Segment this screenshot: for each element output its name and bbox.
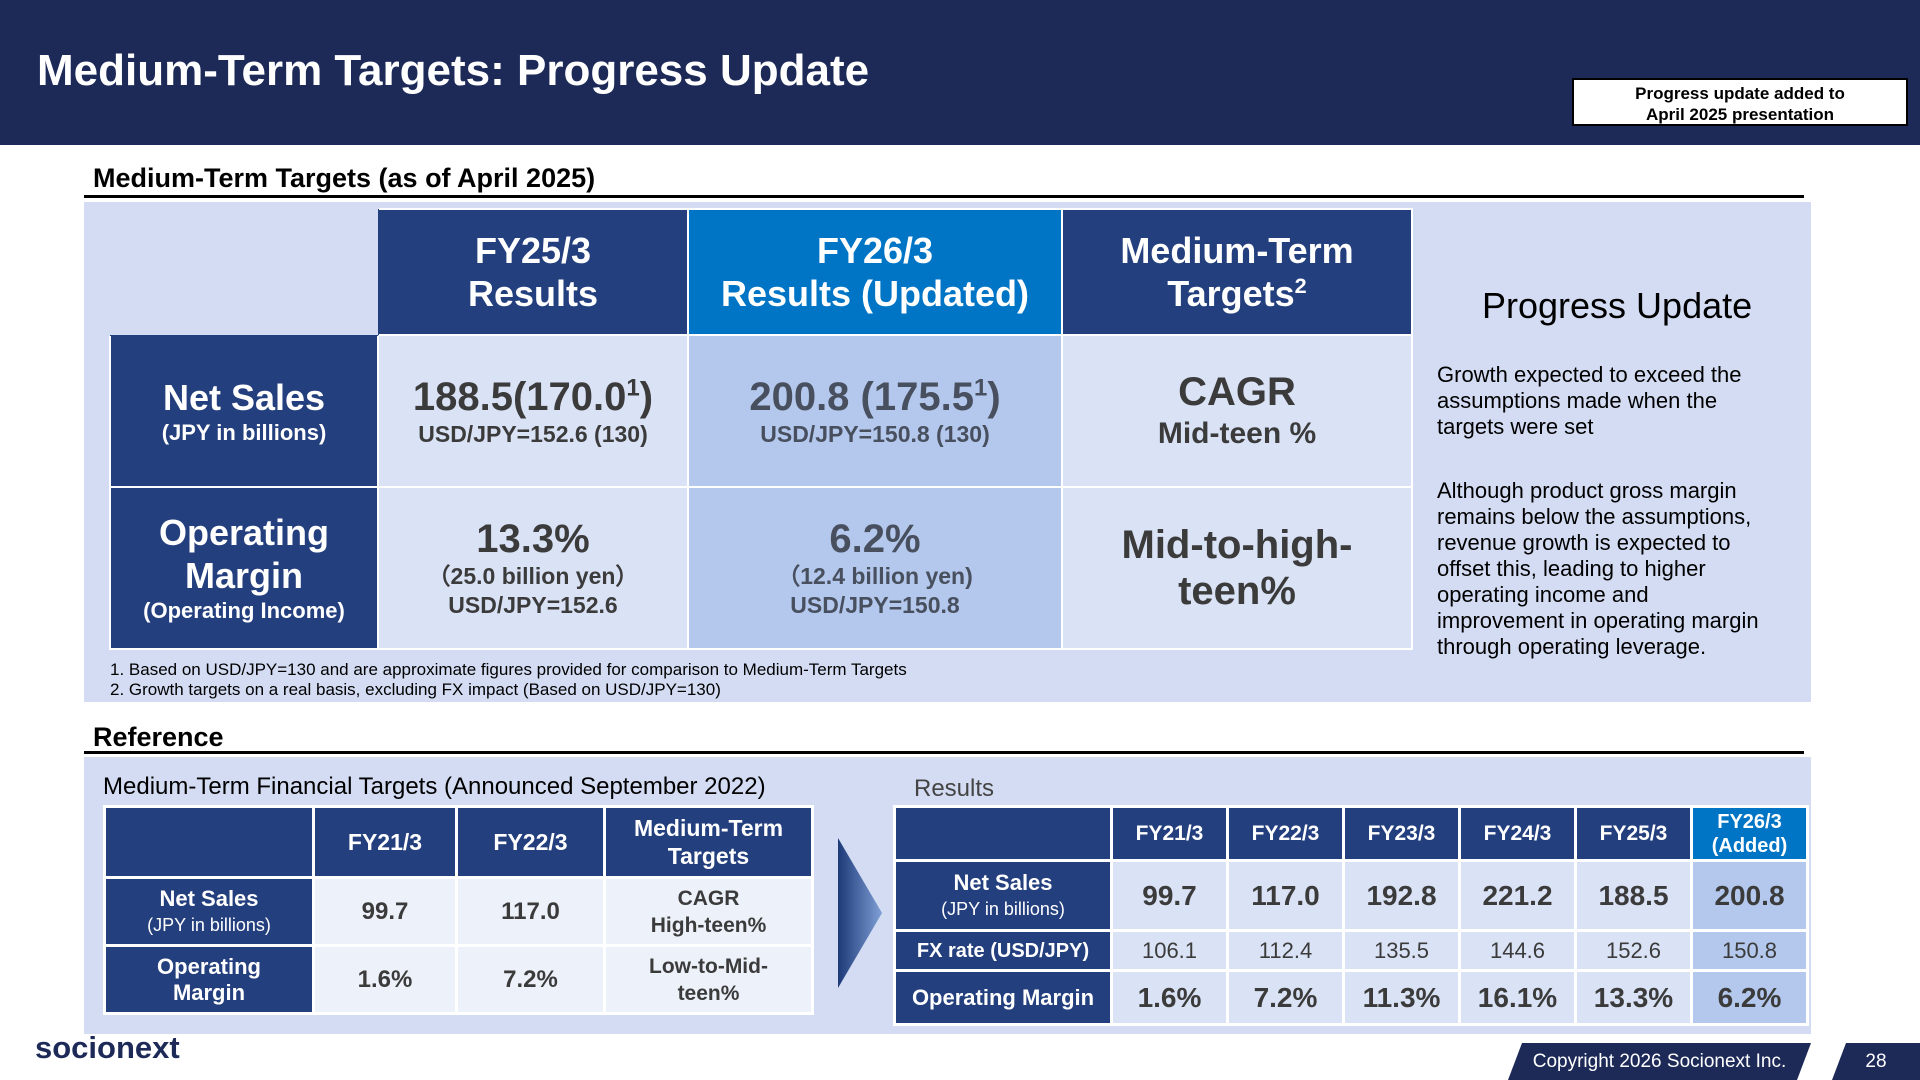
right-header-fy22: FY22/3	[1226, 805, 1345, 862]
right-row-net-sales: Net Sales (JPY in billions)	[893, 859, 1113, 932]
net-sales-target: CAGR Mid-teen %	[1061, 334, 1413, 488]
right-op-margin-fy24: 16.1%	[1458, 969, 1577, 1026]
page-number: 28	[1832, 1043, 1920, 1080]
net-sales-fy26: 200.8 (175.51) USD/JPY=150.8 (130)	[687, 334, 1063, 488]
left-net-sales-target: CAGR High-teen%	[603, 876, 814, 947]
right-fx-fy22: 112.4	[1226, 929, 1345, 972]
right-op-margin-fy23: 11.3%	[1342, 969, 1461, 1026]
left-op-margin-fy22: 7.2%	[455, 944, 606, 1015]
right-row-op-margin: Operating Margin	[893, 969, 1113, 1026]
copyright-text: Copyright 2026 Socionext Inc.	[1508, 1043, 1811, 1080]
left-header-fy22: FY22/3	[455, 805, 606, 879]
left-row-net-sales: Net Sales (JPY in billions)	[103, 876, 315, 947]
socionext-logo: socionext	[35, 1030, 180, 1065]
net-sales-fy25: 188.5(170.01) USD/JPY=152.6 (130)	[377, 334, 689, 488]
right-op-margin-fy22: 7.2%	[1226, 969, 1345, 1026]
op-margin-fy26: 6.2% （12.4 billion yen) USD/JPY=150.8	[687, 486, 1063, 650]
left-header-fy21: FY21/3	[312, 805, 458, 879]
right-op-margin-fy25: 13.3%	[1574, 969, 1693, 1026]
progress-paragraph-1: Growth expected to exceed the assumption…	[1437, 362, 1742, 439]
right-header-fy25: FY25/3	[1574, 805, 1693, 862]
right-fx-fy21: 106.1	[1110, 929, 1229, 972]
right-fx-fy25: 152.6	[1574, 929, 1693, 972]
col-header-targets: Medium-Term Targets2	[1061, 208, 1413, 336]
left-net-sales-fy22: 117.0	[455, 876, 606, 947]
progress-paragraph-2: Although product gross margin remains be…	[1437, 478, 1759, 659]
results-table: FY21/3 FY22/3 FY23/3 FY24/3 FY25/3 FY26/…	[893, 805, 1809, 1026]
note-line-1: Progress update added to	[1635, 84, 1845, 103]
note-line-2: April 2025 presentation	[1645, 105, 1834, 124]
right-fx-fy26: 150.8	[1690, 929, 1809, 972]
col-header-fy26: FY26/3 Results (Updated)	[687, 208, 1063, 336]
page-title: Medium-Term Targets: Progress Update	[37, 46, 870, 95]
op-margin-target: Mid-to-high- teen%	[1061, 486, 1413, 650]
chevron-right-icon	[838, 838, 882, 988]
right-row-fx: FX rate (USD/JPY)	[893, 929, 1113, 972]
footnote-1: 1. Based on USD/JPY=130 and are approxim…	[110, 660, 907, 679]
col-header-fy25: FY25/3 Results	[377, 208, 689, 336]
right-net-sales-fy23: 192.8	[1342, 859, 1461, 932]
progress-update-title: Progress Update	[1482, 285, 1753, 326]
right-op-margin-fy26: 6.2%	[1690, 969, 1809, 1026]
progress-note-box: Progress update added to April 2025 pres…	[1572, 78, 1908, 126]
section-divider	[84, 195, 1804, 198]
right-net-sales-fy26: 200.8	[1690, 859, 1809, 932]
right-header-fy21: FY21/3	[1110, 805, 1229, 862]
right-header-fy23: FY23/3	[1342, 805, 1461, 862]
left-corner-cell	[103, 805, 315, 879]
footnote-2: 2. Growth targets on a real basis, exclu…	[110, 680, 721, 699]
left-header-targets: Medium-Term Targets	[603, 805, 814, 879]
announced-targets-table: FY21/3 FY22/3 Medium-Term Targets Net Sa…	[103, 805, 814, 1015]
right-net-sales-fy25: 188.5	[1574, 859, 1693, 932]
right-header-fy24: FY24/3	[1458, 805, 1577, 862]
row-header-net-sales: Net Sales (JPY in billions)	[109, 334, 379, 488]
right-table-caption: Results	[914, 775, 995, 802]
section-title-reference: Reference	[93, 722, 224, 752]
right-fx-fy23: 135.5	[1342, 929, 1461, 972]
right-net-sales-fy24: 221.2	[1458, 859, 1577, 932]
right-net-sales-fy21: 99.7	[1110, 859, 1229, 932]
targets-table: FY25/3 Results FY26/3 Results (Updated) …	[109, 208, 1413, 650]
right-net-sales-fy22: 117.0	[1226, 859, 1345, 932]
right-fx-fy24: 144.6	[1458, 929, 1577, 972]
right-op-margin-fy21: 1.6%	[1110, 969, 1229, 1026]
op-margin-fy25: 13.3% （25.0 billion yen） USD/JPY=152.6	[377, 486, 689, 650]
left-op-margin-target: Low-to-Mid- teen%	[603, 944, 814, 1015]
left-op-margin-fy21: 1.6%	[312, 944, 458, 1015]
right-corner-cell	[893, 805, 1113, 862]
left-row-op-margin: Operating Margin	[103, 944, 315, 1015]
row-header-op-margin: Operating Margin (Operating Income)	[109, 486, 379, 650]
corner-cell	[110, 209, 378, 335]
right-header-fy26-added: FY26/3 (Added)	[1690, 805, 1809, 862]
left-table-caption: Medium-Term Financial Targets (Announced…	[103, 773, 766, 800]
section-title-targets: Medium-Term Targets (as of April 2025)	[93, 163, 596, 193]
section-divider-reference	[84, 751, 1804, 754]
left-net-sales-fy21: 99.7	[312, 876, 458, 947]
